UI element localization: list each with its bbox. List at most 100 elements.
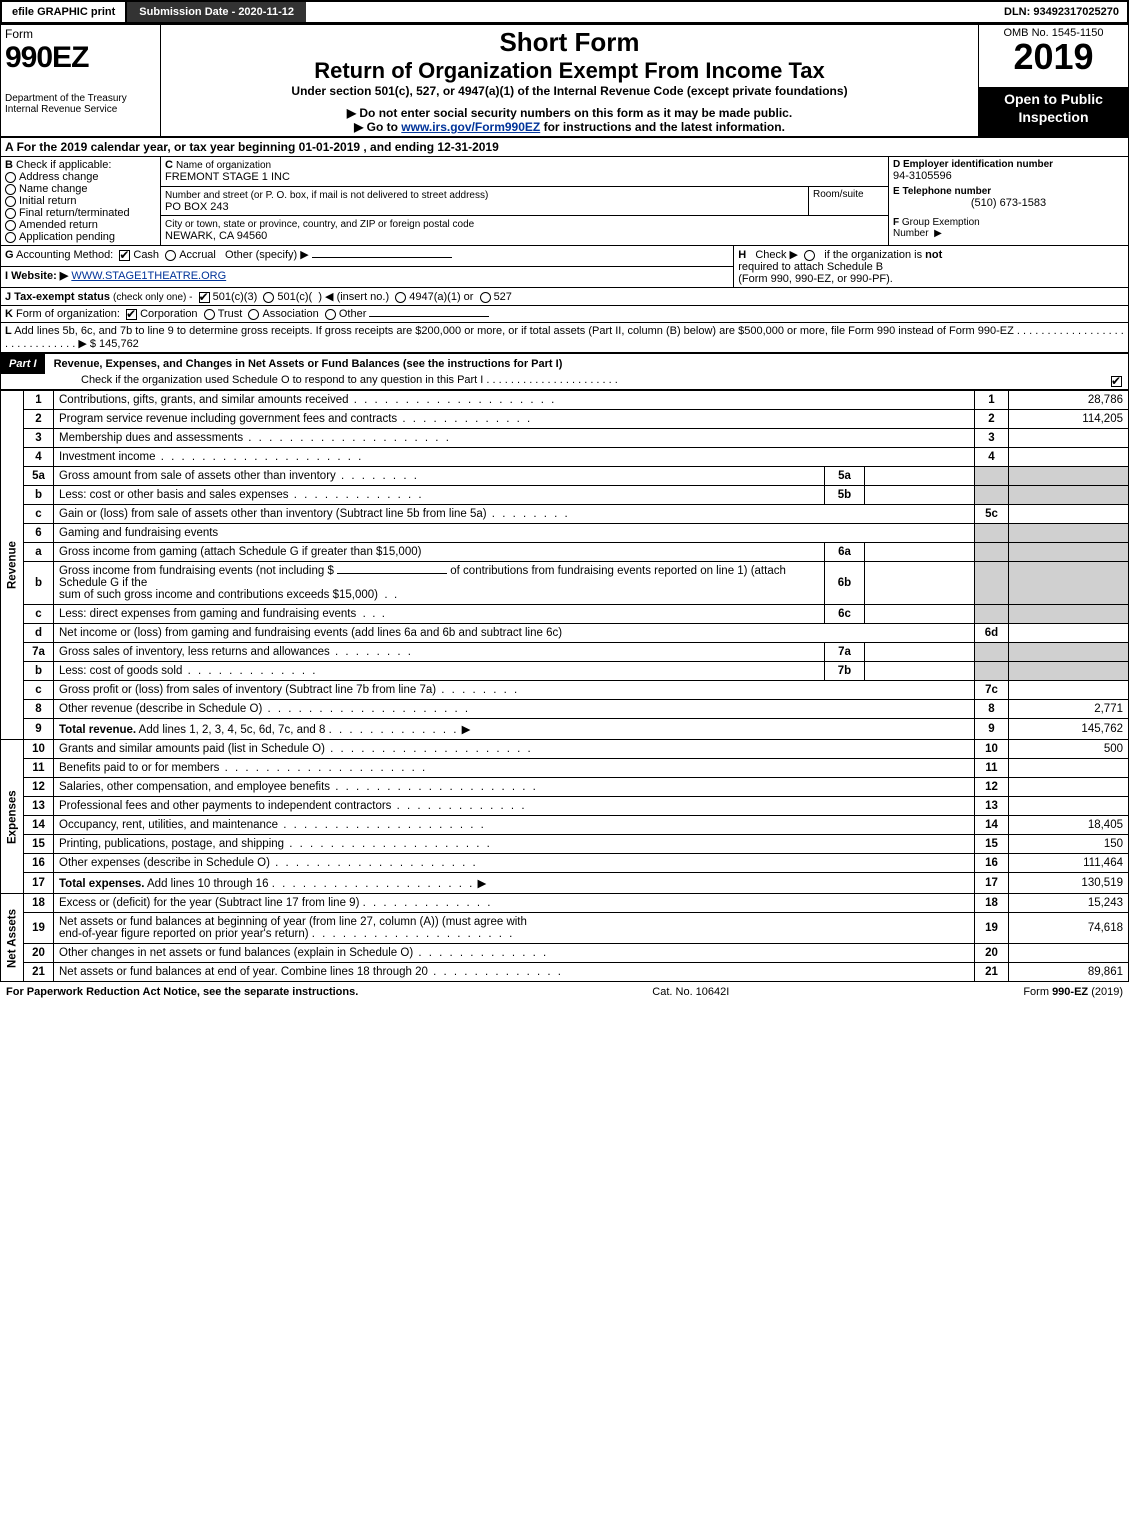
line-17-num: 17	[24, 873, 54, 894]
line-5a-num: 5a	[24, 467, 54, 486]
checkbox-schedule-b[interactable]	[804, 250, 815, 261]
checkbox-corporation[interactable]	[126, 309, 137, 320]
line-7c-amount	[1009, 681, 1129, 700]
checkbox-501c[interactable]	[263, 292, 274, 303]
org-name: FREMONT STAGE 1 INC	[165, 171, 290, 183]
line-8-num: 8	[24, 700, 54, 719]
irs-label: Internal Revenue Service	[5, 104, 156, 115]
top-bar: efile GRAPHIC print Submission Date - 20…	[0, 0, 1129, 24]
line-19-text: Net assets or fund balances at beginning…	[54, 913, 975, 944]
checkbox-pending[interactable]	[5, 232, 16, 243]
checkbox-other-org[interactable]	[325, 309, 336, 320]
checkbox-name-change[interactable]	[5, 184, 16, 195]
section-j-label: J Tax-exempt status	[5, 291, 110, 303]
checkbox-association[interactable]	[248, 309, 259, 320]
website-link[interactable]: WWW.STAGE1THEATRE.ORG	[71, 270, 226, 282]
section-g-text: Accounting Method:	[16, 249, 113, 261]
footer-form: Form 990-EZ (2019)	[1023, 986, 1123, 998]
line-21-text: Net assets or fund balances at end of ye…	[59, 966, 563, 978]
opt-association: Association	[262, 308, 318, 320]
line-5c-amount	[1009, 505, 1129, 524]
section-h-label: H	[738, 249, 746, 261]
line-10-amount: 500	[1009, 740, 1129, 759]
line-21-num: 21	[24, 963, 54, 982]
opt-other-org: Other	[339, 308, 367, 320]
section-k-label: K	[5, 308, 13, 320]
line-10-numcol: 10	[975, 740, 1009, 759]
line-4-text: Investment income	[59, 451, 363, 463]
checkbox-527[interactable]	[480, 292, 491, 303]
checkbox-cash[interactable]	[119, 250, 130, 261]
line-8-amount: 2,771	[1009, 700, 1129, 719]
line-20-numcol: 20	[975, 944, 1009, 963]
line-6a-sub: 6a	[825, 543, 865, 562]
line-1-text: Contributions, gifts, grants, and simila…	[59, 394, 556, 406]
opt-address-change: Address change	[19, 171, 99, 183]
note-goto-pre: ▶ Go to	[354, 120, 401, 134]
opt-corporation: Corporation	[140, 308, 197, 320]
line-1-numcol: 1	[975, 391, 1009, 410]
line-16-amount: 111,464	[1009, 854, 1129, 873]
line-16-numcol: 16	[975, 854, 1009, 873]
city-label: City or town, state or province, country…	[165, 219, 474, 230]
opt-other: Other (specify) ▶	[225, 249, 309, 261]
line-7b-num: b	[24, 662, 54, 681]
line-9-num: 9	[24, 719, 54, 740]
checkbox-address-change[interactable]	[5, 172, 16, 183]
line-10-num: 10	[24, 740, 54, 759]
line-6-text: Gaming and fundraising events	[54, 524, 975, 543]
line-1-num: 1	[24, 391, 54, 410]
line-12-text: Salaries, other compensation, and employ…	[59, 781, 538, 793]
line-5a-text: Gross amount from sale of assets other t…	[59, 470, 419, 482]
irs-link[interactable]: www.irs.gov/Form990EZ	[401, 120, 540, 134]
line-9-amount: 145,762	[1009, 719, 1129, 740]
line-6c-text: Less: direct expenses from gaming and fu…	[59, 608, 356, 620]
checkbox-initial-return[interactable]	[5, 196, 16, 207]
line-1-amount: 28,786	[1009, 391, 1129, 410]
line-7c-num: c	[24, 681, 54, 700]
tax-year: 2019	[983, 39, 1124, 75]
line-12-numcol: 12	[975, 778, 1009, 797]
checkbox-4947[interactable]	[395, 292, 406, 303]
note-goto: ▶ Go to www.irs.gov/Form990EZ for instru…	[165, 120, 974, 134]
line-15-amount: 150	[1009, 835, 1129, 854]
part1-check-line: Check if the organization used Schedule …	[1, 374, 618, 386]
section-a-line: A For the 2019 calendar year, or tax yea…	[1, 138, 1129, 157]
checkbox-schedule-o[interactable]	[1111, 376, 1122, 387]
checkbox-accrual[interactable]	[165, 250, 176, 261]
line-2-text: Program service revenue including govern…	[59, 413, 532, 425]
opt-initial-return: Initial return	[19, 195, 76, 207]
line-17-amount: 130,519	[1009, 873, 1129, 894]
section-h-check: Check ▶	[755, 249, 798, 261]
line-16-text: Other expenses (describe in Schedule O)	[59, 857, 478, 869]
line-12-num: 12	[24, 778, 54, 797]
checkbox-trust[interactable]	[204, 309, 215, 320]
sidelabel-expenses: Expenses	[1, 740, 24, 894]
phone-value: (510) 673-1583	[893, 197, 1124, 209]
line-7b-text: Less: cost of goods sold	[59, 665, 317, 677]
line-4-amount	[1009, 448, 1129, 467]
line-14-amount: 18,405	[1009, 816, 1129, 835]
checkbox-final-return[interactable]	[5, 208, 16, 219]
line-13-num: 13	[24, 797, 54, 816]
section-c-text: Name of organization	[176, 160, 271, 171]
line-7c-numcol: 7c	[975, 681, 1009, 700]
line-11-text: Benefits paid to or for members	[59, 762, 427, 774]
dln-label: DLN: 93492317025270	[996, 2, 1127, 22]
sidelabel-revenue: Revenue	[1, 391, 24, 740]
efile-print-button[interactable]: efile GRAPHIC print	[2, 2, 127, 22]
opt-name-change: Name change	[19, 183, 88, 195]
line-18-numcol: 18	[975, 894, 1009, 913]
identity-section: A For the 2019 calendar year, or tax yea…	[0, 137, 1129, 246]
line-6c-num: c	[24, 605, 54, 624]
line-2-amount: 114,205	[1009, 410, 1129, 429]
title-short-form: Short Form	[165, 27, 974, 58]
line-5b-sub: 5b	[825, 486, 865, 505]
checkbox-amended[interactable]	[5, 220, 16, 231]
line-11-numcol: 11	[975, 759, 1009, 778]
line-4-num: 4	[24, 448, 54, 467]
line-7b-sub: 7b	[825, 662, 865, 681]
line-15-numcol: 15	[975, 835, 1009, 854]
checkbox-501c3[interactable]	[199, 292, 210, 303]
line-6-num: 6	[24, 524, 54, 543]
